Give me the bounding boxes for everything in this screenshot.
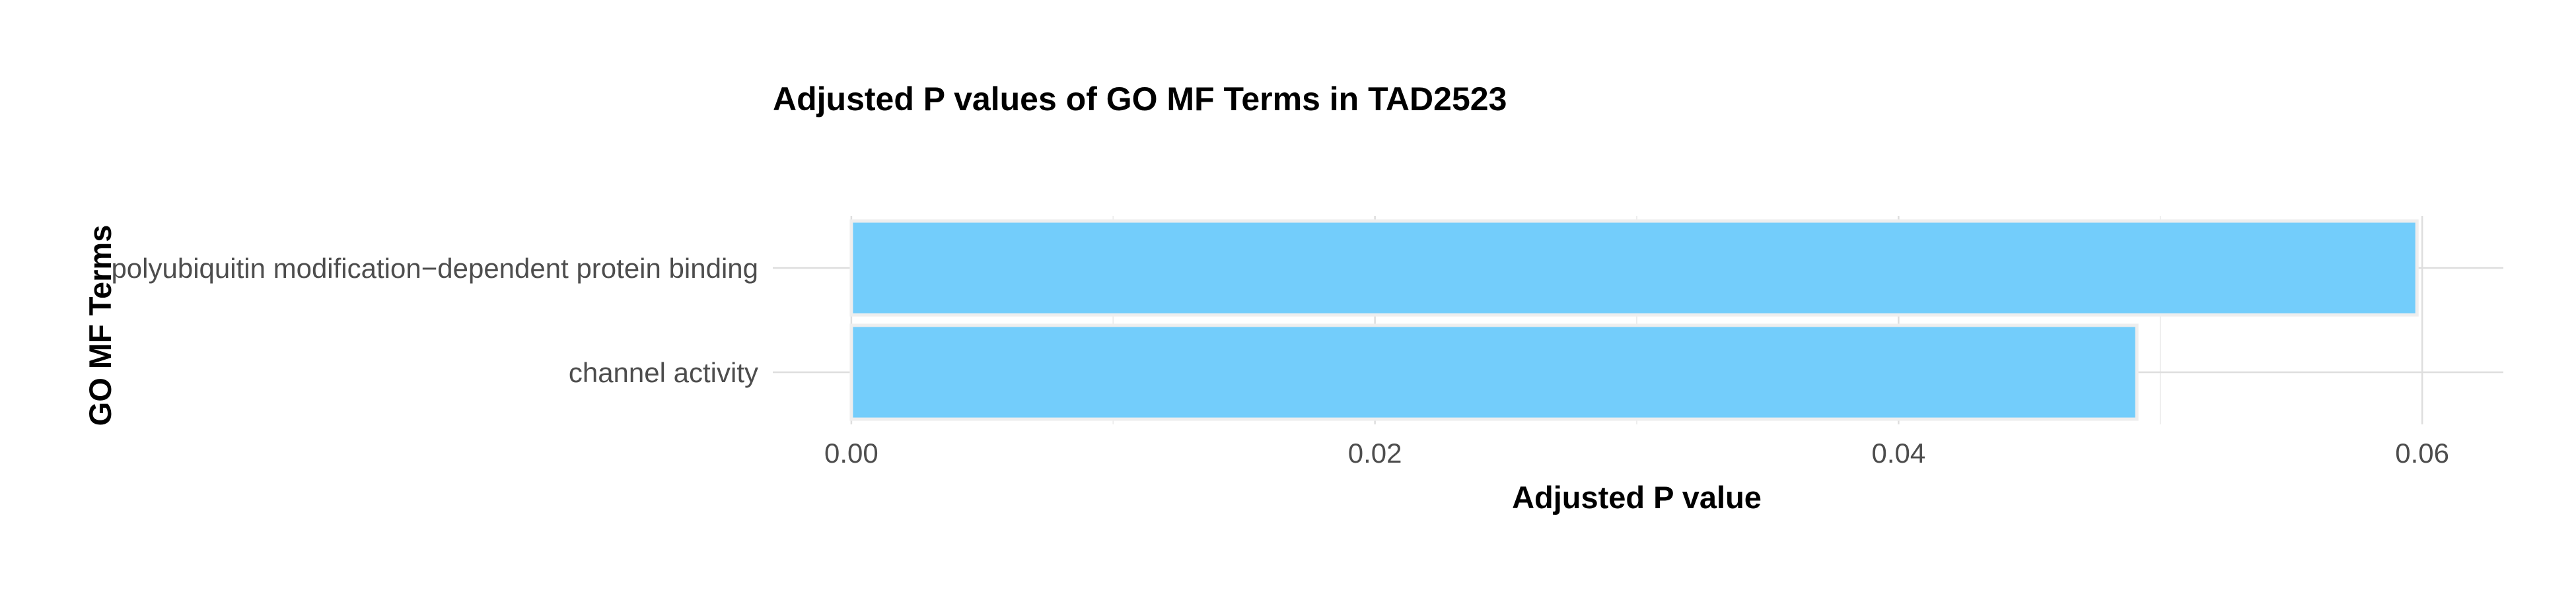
x-tick-label: 0.02 [1348,438,1402,469]
bar [849,323,2139,421]
x-tick-label: 0.06 [2395,438,2449,469]
x-tick-labels: 0.00 0.02 0.04 0.06 [824,438,2449,469]
y-axis-title: GO MF Terms [83,225,118,426]
bar [849,219,2419,317]
y-tick-label: polyubiquitin modification−dependent pro… [111,253,758,284]
y-tick-label: channel activity [569,357,758,388]
x-tick-label: 0.04 [1872,438,1926,469]
x-tick-label: 0.00 [824,438,878,469]
x-axis-title: Adjusted P value [1512,480,1762,515]
y-tick-labels: polyubiquitin modification−dependent pro… [111,253,758,388]
bars [849,219,2419,421]
chart-title: Adjusted P values of GO MF Terms in TAD2… [773,81,1507,117]
